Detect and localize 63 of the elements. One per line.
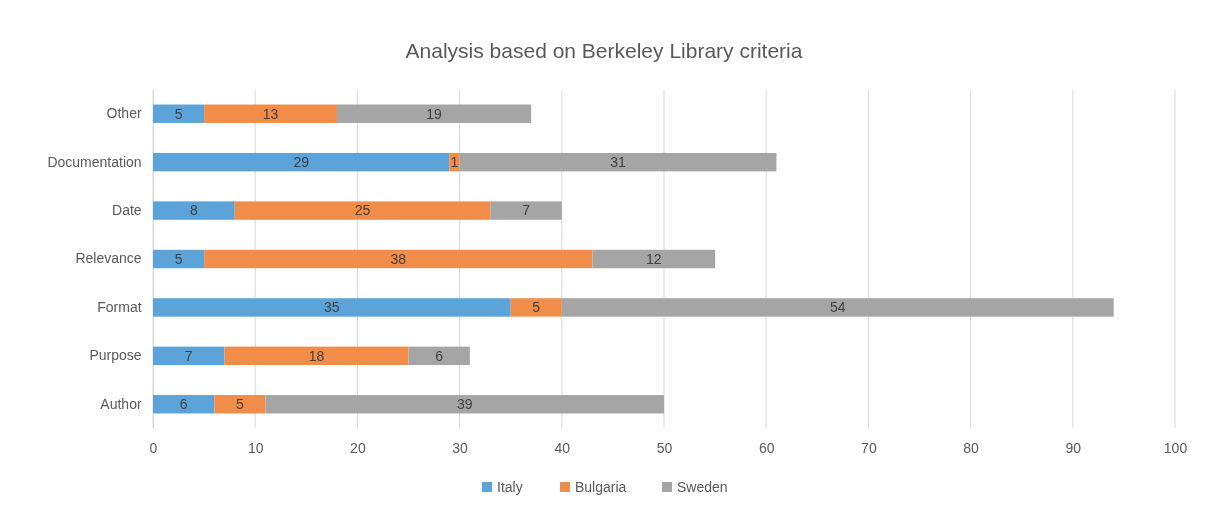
y-tick-label: Author <box>100 395 142 412</box>
data-label: 54 <box>829 299 846 316</box>
x-tick-label: 80 <box>963 440 980 456</box>
data-label: 8 <box>189 202 198 219</box>
y-tick-label: Other <box>106 105 142 122</box>
data-label: 6 <box>435 347 444 364</box>
data-label: 38 <box>390 250 407 267</box>
data-label: 31 <box>610 154 627 171</box>
bar <box>510 298 562 317</box>
bar <box>153 298 511 317</box>
data-label: 1 <box>450 154 459 171</box>
bar <box>204 104 337 123</box>
y-tick-label: Date <box>112 202 142 219</box>
chart-title: Analysis based on Berkeley Library criteria <box>405 39 803 62</box>
y-tick-label: Documentation <box>47 153 142 170</box>
y-tick-label: Format <box>97 298 142 315</box>
bar <box>265 395 664 414</box>
bar <box>408 346 470 366</box>
legend-label: Bulgaria <box>575 478 627 495</box>
bar <box>153 395 215 414</box>
x-tick-label: 20 <box>350 440 366 456</box>
x-tick-label: 60 <box>758 440 775 456</box>
data-label: 5 <box>174 250 183 267</box>
bar <box>490 201 562 220</box>
bar <box>459 152 777 172</box>
data-label: 29 <box>293 154 310 171</box>
x-tick-label: 100 <box>1163 440 1188 456</box>
data-label: 7 <box>522 202 531 219</box>
bar <box>204 249 593 269</box>
bar <box>336 104 532 123</box>
data-label: 5 <box>174 105 183 122</box>
x-tick-label: 70 <box>861 440 877 456</box>
data-label: 19 <box>426 105 443 122</box>
bar <box>153 249 205 269</box>
x-tick-label: 40 <box>554 440 571 456</box>
data-label: 7 <box>184 347 193 364</box>
bar <box>214 395 266 414</box>
data-label: 12 <box>645 250 662 267</box>
data-label: 5 <box>235 396 244 413</box>
data-label: 6 <box>179 396 188 413</box>
x-tick-label: 0 <box>149 440 158 456</box>
bar <box>153 346 225 366</box>
bar <box>592 249 716 269</box>
data-label: 5 <box>532 299 541 316</box>
data-label: 13 <box>262 105 279 122</box>
bar <box>224 346 409 366</box>
x-tick-label: 10 <box>247 440 264 456</box>
x-tick-label: 90 <box>1065 440 1082 456</box>
legend-label: Italy <box>497 478 523 495</box>
legend-label: Sweden <box>677 478 728 495</box>
data-label: 25 <box>354 202 371 219</box>
data-label: 35 <box>324 299 340 316</box>
data-label: 39 <box>456 396 473 413</box>
bar <box>234 201 491 220</box>
data-label: 18 <box>308 347 325 364</box>
bar <box>153 152 450 172</box>
y-tick-label: Relevance <box>75 250 142 267</box>
x-tick-label: 30 <box>452 440 469 456</box>
bar <box>561 298 1114 317</box>
x-tick-label: 50 <box>656 440 673 456</box>
y-tick-label: Purpose <box>89 347 142 364</box>
bar <box>153 104 205 123</box>
bar <box>153 201 235 220</box>
